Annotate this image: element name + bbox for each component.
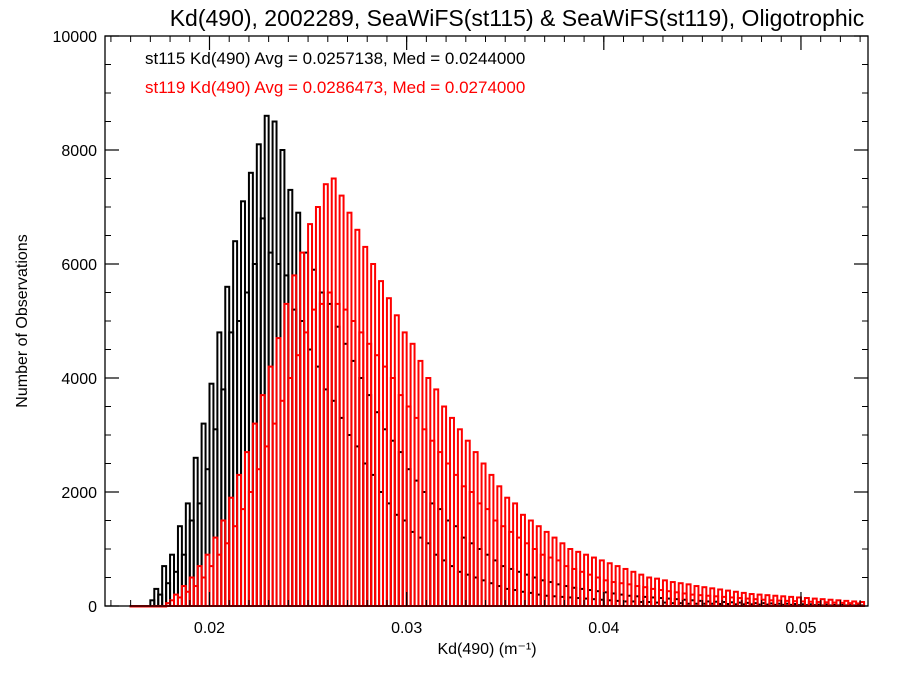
y-tick-label: 0 <box>88 599 97 616</box>
axis-ticks: 0.02 0.03 0.04 0.05 0 2000 4000 6000 8000 10000 <box>53 29 868 637</box>
x-tick-label: 0.04 <box>588 620 619 637</box>
y-tick-label: 6000 <box>61 257 97 274</box>
y-axis-label: Number of Observations <box>14 234 31 407</box>
legend-st115: st115 Kd(490) Avg = 0.0257138, Med = 0.0… <box>145 49 525 68</box>
x-tick-label: 0.05 <box>785 620 816 637</box>
y-tick-label: 8000 <box>61 143 97 160</box>
y-tick-label: 4000 <box>61 371 97 388</box>
x-tick-label: 0.03 <box>391 620 422 637</box>
legend-st119: st119 Kd(490) Avg = 0.0286473, Med = 0.0… <box>145 78 525 97</box>
chart-title: Kd(490), 2002289, SeaWiFS(st115) & SeaWi… <box>170 5 865 31</box>
histogram-bars <box>129 114 866 608</box>
y-tick-label: 2000 <box>61 485 97 502</box>
x-tick-label: 0.02 <box>194 620 225 637</box>
x-axis-label: Kd(490) (m⁻¹) <box>437 641 536 658</box>
y-tick-label: 10000 <box>53 29 98 46</box>
